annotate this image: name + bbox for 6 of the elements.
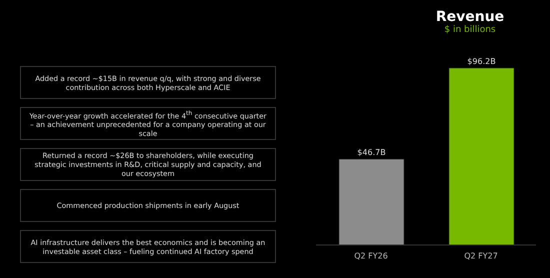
chart-subtitle: $ in billions	[443, 25, 497, 35]
x-tick-label: Q2 FY27	[464, 252, 498, 261]
data-label: $46.7B	[357, 148, 386, 158]
data-label: $96.2B	[467, 57, 496, 66]
chart-title: Revenue	[434, 9, 506, 25]
x-tick-label: Q2 FY26	[354, 252, 388, 261]
